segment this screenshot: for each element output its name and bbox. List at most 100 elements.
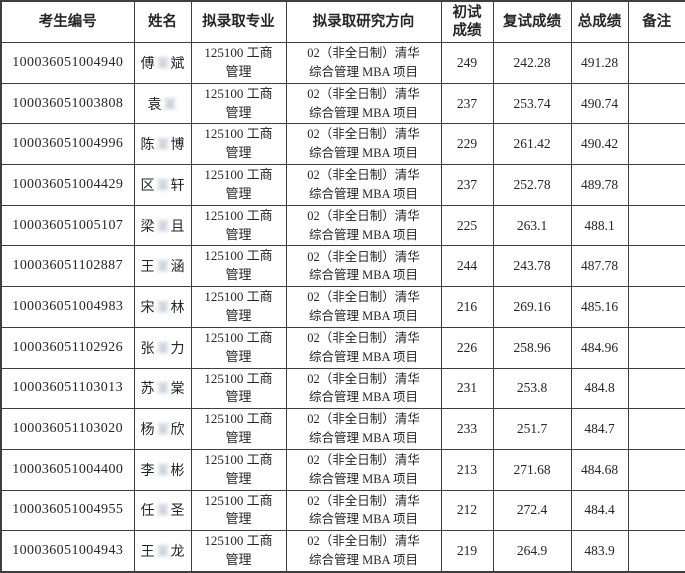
- research-direction-cell: 02（非全日制）清华 综合管理 MBA 项目: [285, 42, 442, 84]
- candidate-name-cell: 梁某且: [133, 204, 192, 247]
- header-row: 考生编号 姓名 拟录取专业 拟录取研究方向 初试 成绩 复试成绩 总成绩 备注: [0, 0, 685, 43]
- name-last-char: 龙: [170, 545, 185, 561]
- retest-score-cell: 272.4: [492, 489, 572, 532]
- retest-score-cell: 263.1: [492, 204, 572, 247]
- table-row: 100036051004400 李某彬 125100 工商 管理 02（非全日制…: [0, 448, 685, 491]
- name-last-char: 欣: [170, 423, 185, 439]
- name-first-char: 任: [140, 504, 155, 520]
- remark-cell: [627, 164, 685, 206]
- candidate-id-cell: 100036051103013: [0, 367, 135, 410]
- retest-score-cell: 253.74: [492, 82, 572, 125]
- initial-score-cell: 216: [440, 286, 494, 328]
- retest-score-cell: 242.28: [492, 42, 572, 84]
- name-first-char: 李: [140, 463, 155, 479]
- research-direction-cell: 02（非全日制）清华 综合管理 MBA 项目: [285, 367, 442, 410]
- retest-score-cell: 264.9: [492, 530, 572, 573]
- candidate-name-cell: 宋某林: [133, 286, 192, 328]
- name-redaction-blur: 某: [155, 179, 170, 194]
- research-direction-cell: 02（非全日制）清华 综合管理 MBA 项目: [285, 530, 442, 573]
- initial-score-cell: 212: [440, 489, 494, 532]
- candidate-id-cell: 100036051004943: [0, 530, 135, 573]
- candidate-id-cell: 100036051102926: [0, 326, 135, 369]
- research-direction-cell: 02（非全日制）清华 综合管理 MBA 项目: [285, 82, 442, 125]
- remark-cell: [627, 326, 685, 369]
- remark-cell: [627, 448, 685, 491]
- candidate-name-cell: 张某力: [133, 326, 192, 369]
- total-score-cell: 484.8: [570, 367, 629, 410]
- candidate-name-cell: 陈某博: [133, 123, 192, 166]
- name-last-char: 斌: [170, 56, 185, 72]
- table-row: 100036051102926 张某力 125100 工商 管理 02（非全日制…: [0, 326, 685, 369]
- candidate-id-cell: 100036051004429: [0, 164, 135, 206]
- retest-score-cell: 252.78: [492, 164, 572, 206]
- table-body: 100036051004940 傅某斌 125100 工商 管理 02（非全日制…: [0, 42, 685, 573]
- name-first-char: 张: [140, 341, 155, 357]
- candidate-id-cell: 100036051004983: [0, 286, 135, 328]
- table-row: 100036051004940 傅某斌 125100 工商 管理 02（非全日制…: [0, 42, 685, 84]
- name-first-char: 宋: [140, 300, 155, 316]
- initial-score-cell: 229: [440, 123, 494, 166]
- table-header: 考生编号 姓名 拟录取专业 拟录取研究方向 初试 成绩 复试成绩 总成绩 备注: [0, 0, 685, 43]
- table-row: 100036051005107 梁某且 125100 工商 管理 02（非全日制…: [0, 204, 685, 247]
- research-direction-cell: 02（非全日制）清华 综合管理 MBA 项目: [285, 164, 442, 206]
- table-row: 100036051004996 陈某博 125100 工商 管理 02（非全日制…: [0, 123, 685, 166]
- remark-cell: [627, 123, 685, 166]
- initial-score-cell: 244: [440, 245, 494, 288]
- major-cell: 125100 工商 管理: [190, 82, 287, 125]
- header-research-direction: 拟录取研究方向: [285, 0, 442, 43]
- major-cell: 125100 工商 管理: [190, 286, 287, 328]
- total-score-cell: 490.74: [570, 82, 629, 125]
- name-redaction-blur: 某: [155, 504, 170, 519]
- name-first-char: 杨: [140, 423, 155, 439]
- candidate-name-cell: 王某龙: [133, 530, 192, 573]
- name-first-char: 王: [140, 260, 155, 276]
- header-retest-score: 复试成绩: [492, 0, 572, 43]
- table-row: 100036051103013 苏某棠 125100 工商 管理 02（非全日制…: [0, 367, 685, 410]
- header-candidate-id: 考生编号: [0, 0, 135, 43]
- remark-cell: [627, 489, 685, 532]
- name-last-char: 轩: [170, 178, 185, 194]
- research-direction-cell: 02（非全日制）清华 综合管理 MBA 项目: [285, 326, 442, 369]
- major-cell: 125100 工商 管理: [190, 530, 287, 573]
- major-cell: 125100 工商 管理: [190, 367, 287, 410]
- candidate-name-cell: 任某圣: [133, 489, 192, 532]
- name-last-char: 力: [170, 341, 185, 357]
- initial-score-cell: 237: [440, 164, 494, 206]
- retest-score-cell: 251.7: [492, 408, 572, 450]
- candidate-id-cell: 100036051102887: [0, 245, 135, 288]
- major-cell: 125100 工商 管理: [190, 489, 287, 532]
- name-first-char: 傅: [140, 56, 155, 72]
- header-major: 拟录取专业: [190, 0, 287, 43]
- major-cell: 125100 工商 管理: [190, 42, 287, 84]
- name-last-char: 林: [170, 300, 185, 316]
- total-score-cell: 484.96: [570, 326, 629, 369]
- name-last-char: 博: [170, 138, 185, 154]
- total-score-cell: 491.28: [570, 42, 629, 84]
- major-cell: 125100 工商 管理: [190, 245, 287, 288]
- candidate-name-cell: 杨某欣: [133, 408, 192, 450]
- retest-score-cell: 258.96: [492, 326, 572, 369]
- name-redaction-blur: 某: [155, 341, 170, 357]
- research-direction-cell: 02（非全日制）清华 综合管理 MBA 项目: [285, 204, 442, 247]
- name-redaction-blur: 某: [155, 260, 170, 275]
- major-cell: 125100 工商 管理: [190, 204, 287, 247]
- major-cell: 125100 工商 管理: [190, 164, 287, 206]
- name-last-char: 且: [170, 219, 185, 235]
- remark-cell: [627, 204, 685, 247]
- name-redaction-blur: 某: [155, 138, 170, 153]
- name-first-char: 陈: [140, 138, 155, 154]
- table-row: 100036051003808 袁某 125100 工商 管理 02（非全日制）…: [0, 82, 685, 125]
- remark-cell: [627, 42, 685, 84]
- total-score-cell: 485.16: [570, 286, 629, 328]
- name-last-char: 涵: [170, 260, 185, 276]
- total-score-cell: 484.7: [570, 408, 629, 450]
- candidate-name-cell: 傅某斌: [133, 42, 192, 84]
- name-last-char: 棠: [170, 382, 185, 398]
- research-direction-cell: 02（非全日制）清华 综合管理 MBA 项目: [285, 448, 442, 491]
- candidate-name-cell: 苏某棠: [133, 367, 192, 410]
- candidate-id-cell: 100036051004955: [0, 489, 135, 532]
- name-redaction-blur: 某: [162, 97, 177, 113]
- initial-score-cell: 249: [440, 42, 494, 84]
- name-first-char: 梁: [140, 219, 155, 235]
